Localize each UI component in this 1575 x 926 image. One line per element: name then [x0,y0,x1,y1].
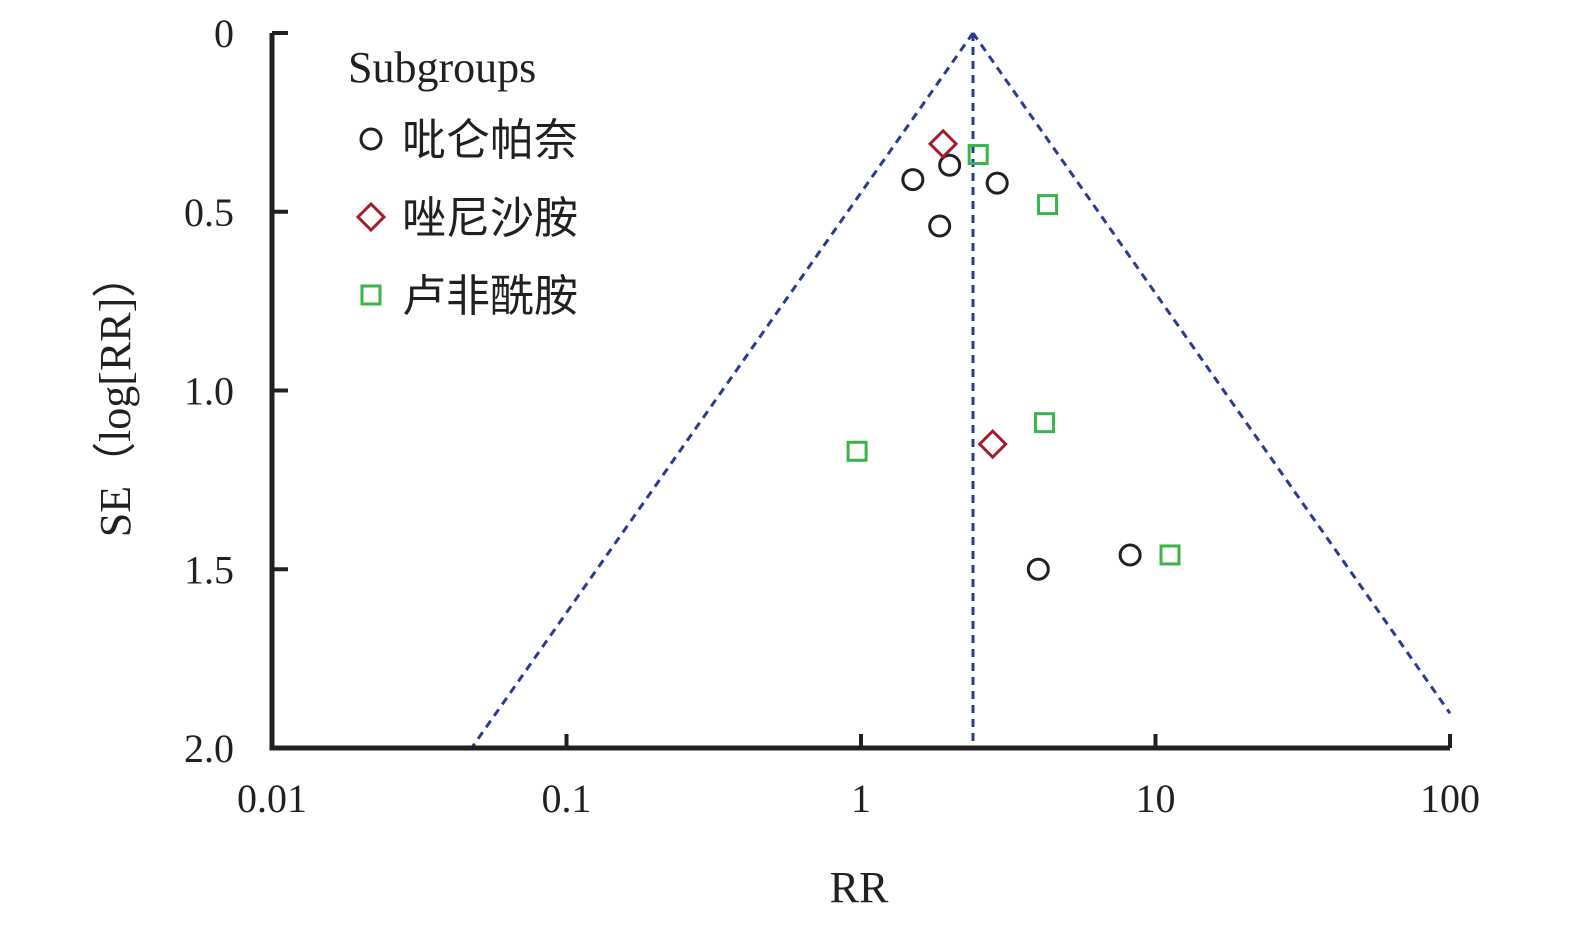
y-tick-label: 0.5 [184,190,234,235]
axes: 0.01 0.1 1 10 100 0 0.5 1.0 1.5 2.0 [184,11,1480,821]
square-data-point [1159,544,1181,566]
legend-item: 吡仑帕奈 [359,116,578,165]
square-data-point [967,144,989,166]
diamond-data-point [977,429,1008,460]
diamond-legend-icon [355,201,387,233]
x-tick-label: 0.01 [237,776,307,821]
y-tick-label: 0 [214,11,234,56]
circle-data-point [901,168,925,192]
x-tick-label: 1 [851,776,871,821]
square-data-point [846,440,868,462]
square-data-point [1037,194,1059,216]
legend-label: 卢非酰胺 [402,272,578,321]
legend-title: Subgroups [348,43,536,92]
data-points [846,128,1181,581]
y-axis-title: SE（log[RR]） [91,254,140,538]
funnel-left-line [470,32,975,749]
y-tick-label: 1.5 [184,547,234,592]
y-tick-label: 2.0 [184,726,234,771]
circle-data-point [1118,543,1142,567]
circle-data-point [985,171,1009,195]
square-data-point [1034,412,1056,434]
x-axis-title: RR [830,863,889,912]
x-tick-label: 0.1 [542,776,592,821]
legend-label: 吡仑帕奈 [402,116,578,165]
y-axis-ticks: 0 0.5 1.0 1.5 2.0 [184,11,288,771]
diamond-data-point [927,128,959,159]
x-tick-label: 10 [1136,776,1176,821]
legend-label: 唑尼沙胺 [402,194,578,243]
x-axis-ticks: 0.01 0.1 1 10 100 [237,734,1480,821]
circle-data-point [928,214,952,238]
x-tick-label: 100 [1420,776,1480,821]
funnel-right-line [971,32,1452,715]
circle-legend-icon [359,127,383,151]
y-tick-label: 1.0 [184,369,234,414]
funnel-lines [470,32,1452,749]
square-legend-icon [360,284,382,306]
circle-data-point [938,153,962,177]
legend-item: 唑尼沙胺 [355,194,578,243]
circle-data-point [1026,557,1050,581]
legend-item: 卢非酰胺 [360,272,578,321]
